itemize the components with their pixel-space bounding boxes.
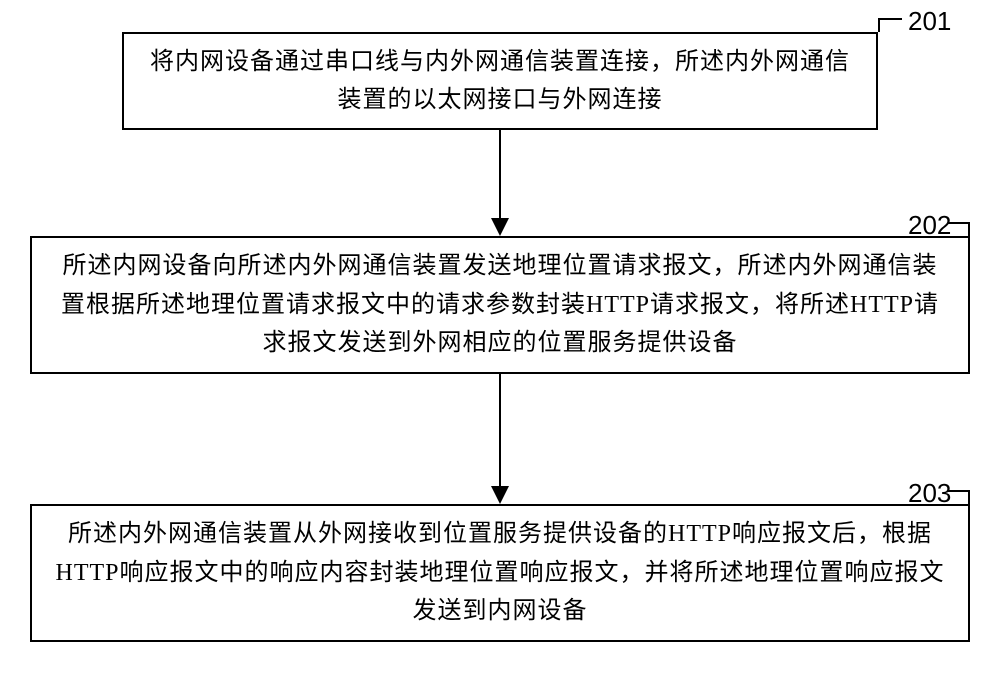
flow-step-203-text: 所述内外网通信装置从外网接收到位置服务提供设备的HTTP响应报文后，根据HTTP…	[52, 515, 948, 630]
flow-step-201: 将内网设备通过串口线与内外网通信装置连接，所述内外网通信装置的以太网接口与外网连…	[122, 32, 878, 130]
callout-line-203	[948, 490, 970, 492]
callout-line-202	[948, 222, 970, 224]
arrow-1-line	[499, 130, 501, 220]
flow-step-203: 所述内外网通信装置从外网接收到位置服务提供设备的HTTP响应报文后，根据HTTP…	[30, 504, 970, 642]
flow-step-201-text: 将内网设备通过串口线与内外网通信装置连接，所述内外网通信装置的以太网接口与外网连…	[144, 43, 856, 120]
step-label-201: 201	[908, 6, 951, 37]
callout-line-203	[968, 490, 970, 504]
step-label-203: 203	[908, 478, 951, 509]
callout-line-201	[878, 18, 902, 20]
flow-step-202-text: 所述内网设备向所述内外网通信装置发送地理位置请求报文，所述内外网通信装置根据所述…	[52, 247, 948, 362]
flow-step-202: 所述内网设备向所述内外网通信装置发送地理位置请求报文，所述内外网通信装置根据所述…	[30, 236, 970, 374]
arrow-2-head	[491, 486, 509, 504]
step-label-202: 202	[908, 210, 951, 241]
callout-line-202	[968, 222, 970, 236]
callout-line-201	[878, 18, 880, 32]
arrow-1-head	[491, 218, 509, 236]
arrow-2-line	[499, 374, 501, 488]
